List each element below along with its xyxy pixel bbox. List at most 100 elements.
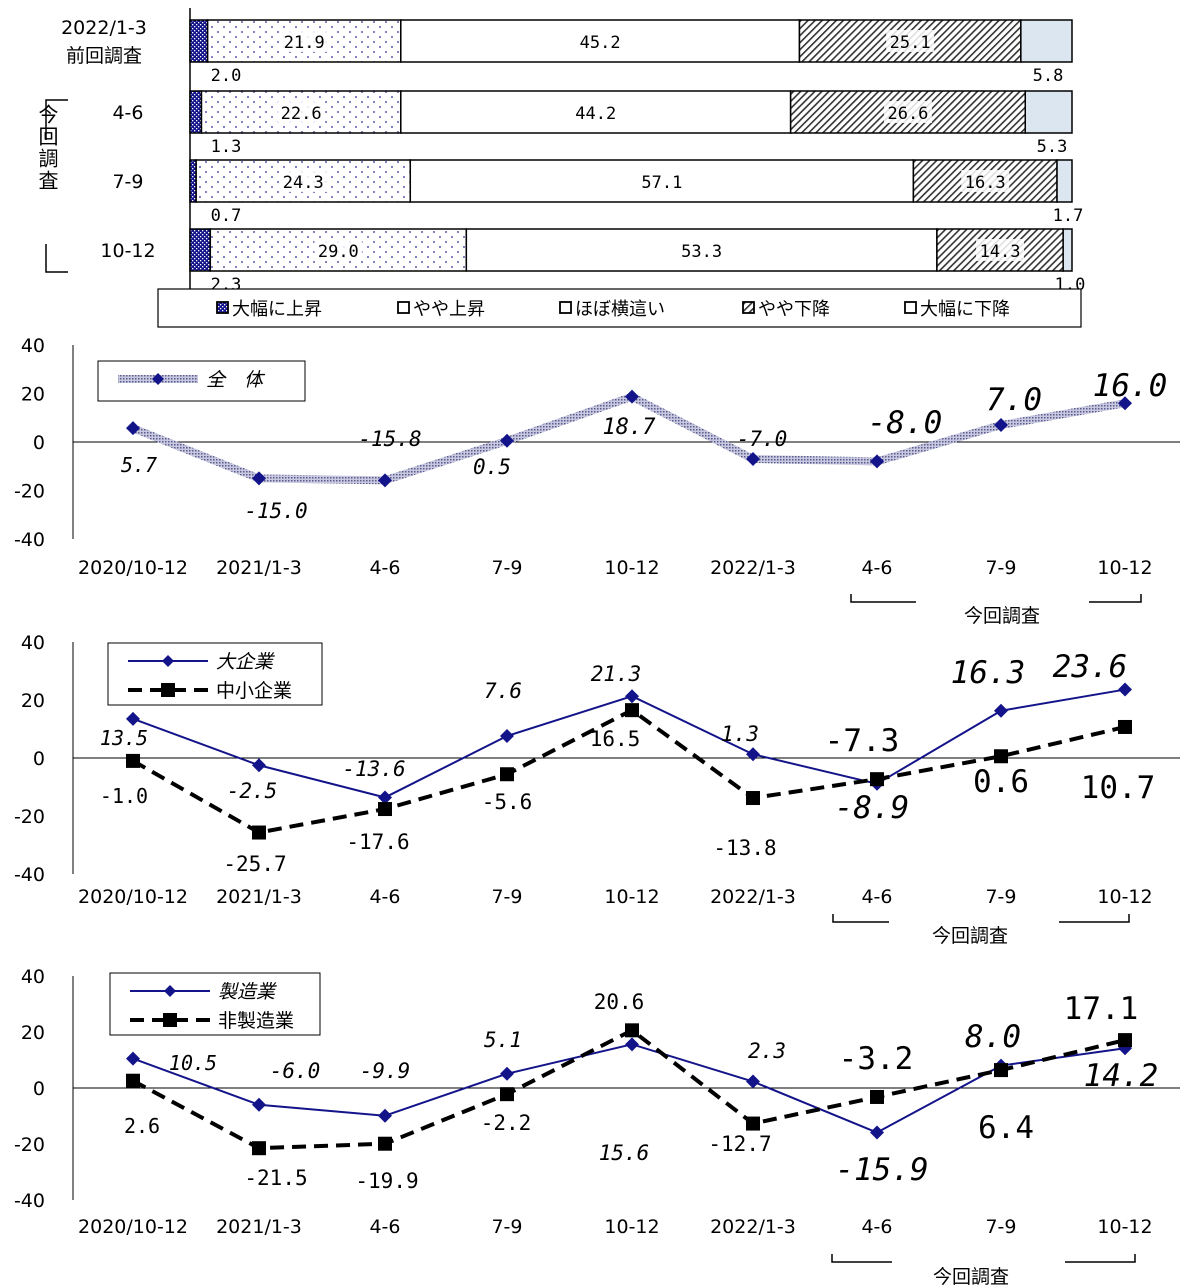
bar-legend [157,288,1082,328]
point-label: 14.2 [1084,1058,1159,1094]
point-label: 15.6 [599,1141,650,1165]
point-label: 1.3 [721,722,759,746]
x-tick-label: 2022/1-3 [710,886,796,908]
group-bracket-gap [34,140,60,244]
point-marker-diamond [994,703,1008,718]
group-bracket [1059,914,1130,923]
bar-label-bg [314,239,363,261]
point-marker-square [1118,1033,1132,1048]
group-label: 今回調査 [964,605,1040,627]
point-label: 0.5 [473,455,511,479]
point-marker-diamond [746,747,760,762]
point-label: -2.2 [481,1111,532,1135]
point-marker-diamond [994,418,1008,433]
point-label: 5.1 [484,1028,522,1052]
point-marker-square [378,802,392,817]
point-label: -8.0 [868,405,943,441]
point-label: 0.6 [973,764,1029,800]
x-tick-label: 10-12 [1097,886,1152,908]
bar-value-label: 29.0 [318,242,359,262]
bar-label-bg [961,170,1010,192]
x-tick-label: 10-12 [604,886,659,908]
x-tick-label: 2022/1-3 [710,1216,796,1238]
point-marker-square [625,1023,639,1038]
bar-value-label-strong-rise: 2.0 [211,66,242,86]
segment-strong-rise [189,159,197,203]
x-tick-label: 4-6 [861,886,892,908]
legend-marker-square [161,683,175,697]
line-chart-overall: 40 20 0 -20 -40 2020/10-12 2021/1-3 4-6 7-9 10-12… [14,335,1180,627]
point-marker-diamond [378,473,392,488]
bar-value-label-strong-rise: 1.3 [211,137,242,157]
y-tick-label: -40 [14,529,45,551]
point-marker-diamond [625,1037,639,1052]
x-tick-label: 4-6 [861,557,892,579]
point-marker-diamond [126,1051,140,1066]
x-tick-label: 7-9 [491,886,522,908]
point-label: -15.9 [835,1152,928,1188]
bar-label-bg [976,239,1025,261]
point-marker-diamond [378,790,392,805]
group-bracket [850,594,916,603]
group-bracket [1065,1254,1136,1263]
legend-label: 中小企業 [216,680,292,702]
x-tick-label: 7-9 [491,557,522,579]
bar-category-label: 2022/1-3 [61,17,147,39]
bar-value-label-strong-fall: 1.7 [1053,206,1084,226]
point-label: 8.0 [965,1019,1021,1055]
point-label: 7.6 [484,679,522,703]
x-tick-label: 7-9 [491,1216,522,1238]
bar-value-label: 26.6 [887,104,928,124]
bar-category-label: 10-12 [100,240,155,262]
bar-group-label: 今回調査 [35,104,59,192]
y-tick-label: 20 [21,690,45,712]
point-label: -9.9 [360,1059,411,1083]
segment-strong-fall [1020,19,1073,63]
point-marker-diamond [1118,396,1132,411]
legend-swatch [742,301,755,314]
legend-label: ほぼ横這い [575,299,665,320]
x-tick-label: 2020/10-12 [78,557,188,579]
point-marker-square [746,1116,760,1131]
bar-label-bg [277,101,326,123]
point-marker-diamond [126,421,140,436]
y-tick-label: 0 [33,748,45,770]
bar-label-bg [886,30,935,52]
point-label: -2.5 [227,779,278,803]
point-marker-square [746,791,760,806]
x-tick-label: 2020/10-12 [78,886,188,908]
bar-value-label: 25.1 [890,33,931,53]
y-tick-label: 0 [33,432,45,454]
y-tick-label: -20 [14,481,45,503]
point-marker-diamond [500,1066,514,1081]
x-tick-label: 2021/1-3 [216,1216,302,1238]
point-marker-diamond [1118,682,1132,697]
point-label: -7.3 [825,723,900,759]
legend-marker-square [163,1013,177,1027]
point-label: -15.8 [358,427,421,451]
point-label: -15.0 [244,499,307,523]
point-marker-diamond [252,471,266,486]
point-marker-diamond [378,1108,392,1123]
legend-label: やや上昇 [413,299,485,320]
point-marker-diamond [870,454,884,469]
point-label: -5.6 [482,790,533,814]
group-label: 今回調査 [932,925,1008,947]
bar-value-label: 16.3 [965,173,1006,193]
point-label: -8.9 [835,790,910,826]
point-marker-diamond [252,758,266,773]
legend-label: 製造業 [218,981,277,1003]
point-label: -25.7 [223,852,286,876]
point-marker-square [870,772,884,787]
y-tick-label: -20 [14,1134,45,1156]
segment-flat [400,19,801,63]
legend-marker-diamond [164,985,176,997]
point-label: 10.7 [1081,770,1156,806]
segment-flat [400,90,792,134]
bar-value-label-strong-fall: 5.3 [1037,137,1068,157]
x-tick-label: 7-9 [985,886,1016,908]
bar-value-label: 45.2 [580,33,621,53]
y-tick-label: 20 [21,384,45,406]
segment-strong-rise [189,19,209,63]
